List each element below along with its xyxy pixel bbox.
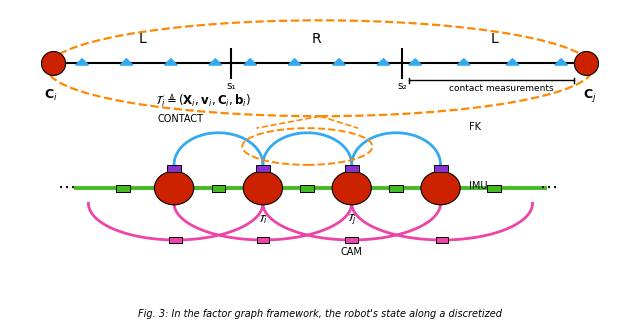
Polygon shape (409, 59, 422, 65)
Polygon shape (389, 185, 403, 191)
Text: Fig. 3: In the factor graph framework, the robot's state along a discretized: Fig. 3: In the factor graph framework, t… (138, 309, 502, 319)
Ellipse shape (575, 51, 598, 75)
Text: $\mathbf{C}_j$: $\mathbf{C}_j$ (583, 87, 596, 104)
Polygon shape (116, 185, 131, 191)
Text: L: L (138, 32, 146, 46)
Text: contact measurements: contact measurements (449, 84, 553, 93)
Polygon shape (458, 59, 470, 65)
Polygon shape (346, 237, 358, 243)
Text: FK: FK (469, 122, 481, 132)
Text: R: R (312, 32, 322, 46)
Text: s₁: s₁ (227, 81, 236, 91)
Polygon shape (244, 59, 257, 65)
Polygon shape (167, 165, 181, 172)
Text: $\mathcal{T}_i \triangleq (\mathbf{X}_i, \mathbf{v}_i, \mathbf{C}_i, \mathbf{b}_: $\mathcal{T}_i \triangleq (\mathbf{X}_i,… (155, 92, 252, 109)
Polygon shape (211, 185, 225, 191)
Polygon shape (333, 59, 346, 65)
Text: IMU: IMU (469, 181, 488, 191)
Text: $\mathcal{T}_j$: $\mathcal{T}_j$ (347, 212, 356, 228)
Text: s₂: s₂ (397, 81, 407, 91)
Polygon shape (345, 165, 358, 172)
Text: $\mathbf{C}_i$: $\mathbf{C}_i$ (44, 87, 57, 102)
Text: L: L (491, 32, 499, 46)
Polygon shape (288, 59, 301, 65)
Text: $\cdots$: $\cdots$ (57, 177, 76, 195)
Ellipse shape (332, 171, 371, 205)
Polygon shape (506, 59, 519, 65)
Text: $\mathcal{T}_i$: $\mathcal{T}_i$ (258, 212, 268, 226)
Polygon shape (76, 59, 88, 65)
Polygon shape (488, 185, 502, 191)
Text: $\cdots$: $\cdots$ (540, 177, 557, 195)
Polygon shape (433, 165, 447, 172)
Polygon shape (256, 165, 270, 172)
Polygon shape (164, 59, 177, 65)
Ellipse shape (421, 171, 460, 205)
Polygon shape (377, 59, 390, 65)
Ellipse shape (243, 171, 283, 205)
Text: CONTACT: CONTACT (157, 114, 204, 124)
Polygon shape (436, 237, 449, 243)
Ellipse shape (42, 51, 65, 75)
Polygon shape (555, 59, 568, 65)
Polygon shape (209, 59, 221, 65)
Polygon shape (257, 237, 269, 243)
Text: CAM: CAM (340, 247, 363, 257)
Polygon shape (120, 59, 133, 65)
Polygon shape (170, 237, 182, 243)
Polygon shape (300, 185, 314, 191)
Ellipse shape (154, 171, 194, 205)
